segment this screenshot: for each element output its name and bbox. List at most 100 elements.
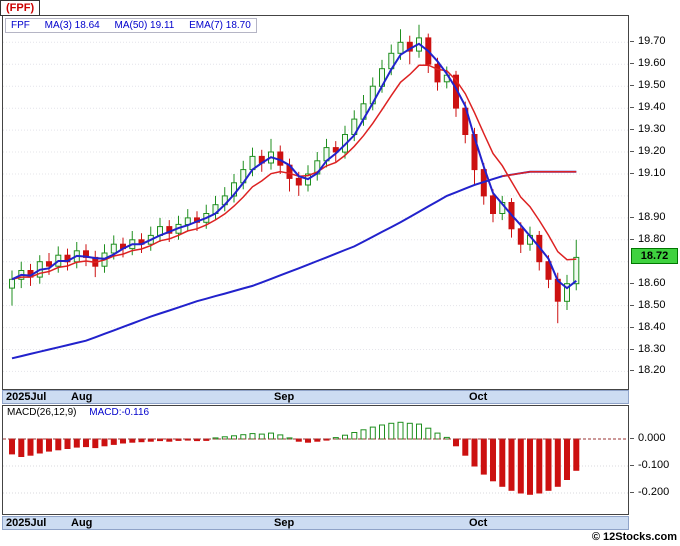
macd-bar [27,438,34,456]
macd-bar [490,438,496,482]
price-tick-label: 18.20 [638,364,666,376]
month-label: Sep [274,517,295,529]
macd-bar [83,438,89,448]
macd-bar [64,438,71,449]
macd-bar [9,438,15,455]
month-label: 2025Jul [6,391,47,403]
ma50-line-tail [502,171,577,177]
candle [231,174,237,203]
month-label: Aug [71,391,93,403]
price-tick-label: 18.30 [638,343,666,355]
candle [314,152,321,181]
macd-bar-series [9,421,580,495]
macd-bar [249,433,256,440]
macd-bar [110,438,117,445]
ticker-symbol: (FPF) [6,2,35,14]
macd-bar [508,438,515,491]
ema7-line [11,64,577,281]
macd-bar [406,422,413,440]
macd-value: MACD:-0.116 [89,407,150,418]
macd-bar [564,438,570,480]
price-chart-panel: FPF MA(3) 18.64 MA(50) 19.11 EMA(7) 18.7… [2,15,629,390]
macd-bar [342,434,348,440]
macd-bar [379,424,385,440]
month-label: Oct [469,391,488,403]
macd-axis: 0.000 -0.100 -0.200 [630,405,680,515]
macd-bar [184,438,191,441]
macd-bar [258,433,265,440]
price-tick-label: 19.40 [638,101,666,113]
legend-symbol: FPF [11,20,30,31]
candle [416,24,422,58]
price-tick-label: 19.50 [638,79,666,91]
macd-title: MACD(26,12,9) [7,407,77,418]
price-tick-mark [630,349,634,350]
macd-bar [18,438,25,457]
last-price-badge: 18.72 [631,248,678,264]
price-tick-mark [630,283,634,284]
macd-bar [55,438,62,451]
macd-bar [36,438,43,454]
month-label: 2025Jul [6,517,47,529]
price-tick-mark [630,327,634,328]
price-tick-label: 18.60 [638,277,666,289]
macd-header: MACD(26,12,9) MACD:-0.116 [7,407,149,418]
ma3-line [11,42,577,290]
price-tick-mark [630,151,634,152]
macd-bar [480,438,487,475]
macd-histogram [3,421,628,495]
macd-bar [545,438,552,491]
price-tick-mark [630,129,634,130]
macd-tick-mark [630,438,634,439]
price-tick-mark [630,63,634,64]
macd-bar [268,432,274,440]
macd-bar [388,422,395,440]
macd-bar [499,438,506,487]
macd-bar [573,438,580,471]
price-tick-label: 19.60 [638,57,666,69]
candle [268,138,274,170]
legend-ma3: MA(3) 18.64 [44,20,100,31]
legend-ema7: EMA(7) 18.70 [189,20,251,31]
price-gridlines [3,41,628,372]
macd-bar [416,423,422,440]
price-tick-label: 18.80 [638,233,666,245]
price-tick-mark [630,107,634,108]
candle [212,195,219,221]
macd-tick-label: -0.200 [638,486,670,498]
candle [9,270,15,306]
macd-bar [92,438,99,449]
macd-bar [360,429,367,440]
macd-bar [240,434,247,440]
macd-bar [194,438,200,442]
candle [434,57,441,91]
price-tick-label: 18.50 [638,299,666,311]
price-tick-label: 19.70 [638,35,666,47]
macd-bar [434,432,441,440]
month-label: Oct [469,517,488,529]
month-label: Sep [274,391,295,403]
macd-bar [120,438,126,444]
price-tick-mark [630,370,634,371]
legend-ma50: MA(50) 19.11 [114,20,175,31]
macd-bar [138,438,145,443]
macd-gridlines [3,465,628,494]
price-tick-mark [630,305,634,306]
macd-panel: MACD(26,12,9) MACD:-0.116 [2,405,629,515]
candle [499,195,506,221]
macd-tick-label: 0.000 [638,432,666,444]
chart-legend: FPF MA(3) 18.64 MA(50) 19.11 EMA(7) 18.7… [5,18,257,33]
price-tick-label: 19.10 [638,167,666,179]
macd-bar [536,438,543,494]
month-label: Aug [71,517,93,529]
macd-bar [129,438,136,443]
price-tick-mark [630,85,634,86]
macd-bar [323,438,330,441]
price-tick-label: 19.20 [638,145,666,157]
candle [184,209,191,231]
macd-bar [443,436,450,440]
macd-bar [369,426,376,440]
ticker-symbol-tab: (FPF) [0,0,41,16]
price-tick-label: 19.30 [638,123,666,135]
